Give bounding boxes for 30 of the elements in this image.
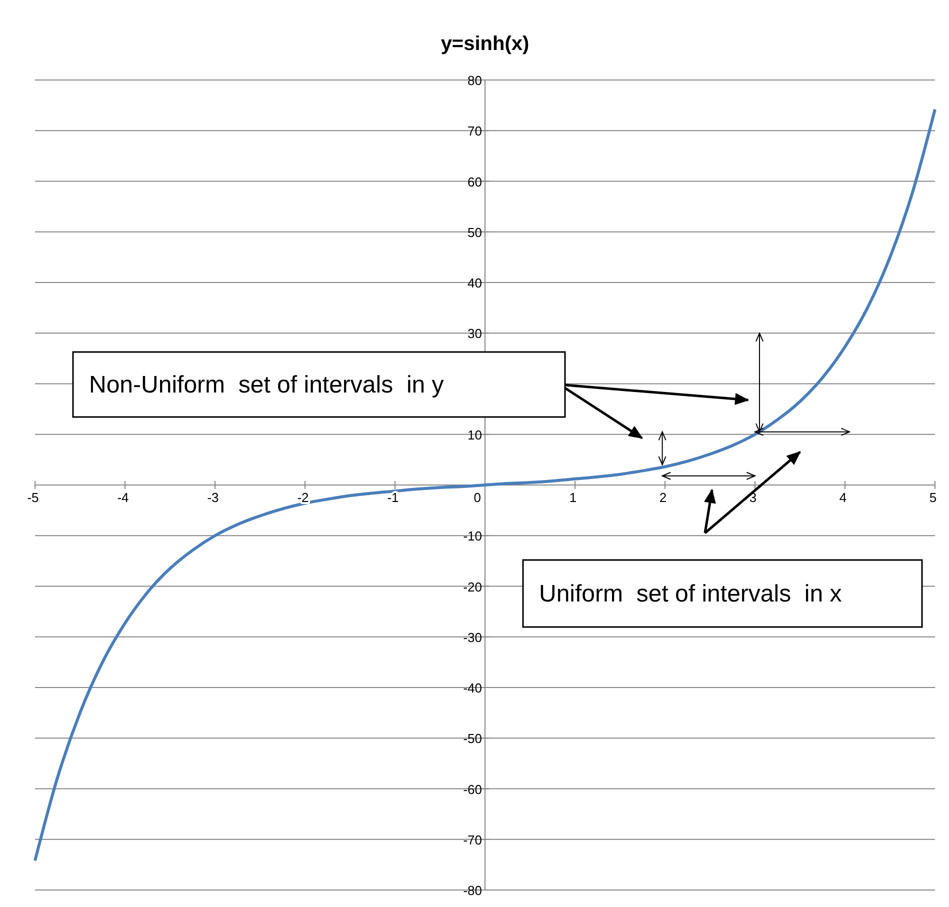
y-tick-label: 50 [468,224,482,240]
y-tick-label: -50 [463,731,482,746]
x-tick-label: -5 [27,490,39,505]
y-tick-label: -60 [463,782,482,797]
chart-title: y=sinh(x) [440,33,530,55]
y-tick-label: -20 [463,579,482,594]
x-tick-label: 1 [569,490,577,505]
y-tick-label: 40 [468,276,482,290]
annotation: Uniform set of intervals in x [539,580,842,608]
y-tick-label: 10 [468,427,482,442]
y-tick-label: 70 [468,124,482,139]
x-tick-label: -1 [387,490,399,505]
x-tick-label: 5 [929,490,937,505]
y-tick-label: 30 [468,326,482,342]
x-tick-label: -4 [117,490,129,505]
y-tick-label: -40 [463,680,482,696]
x-tick-label: 2 [659,490,667,505]
callout-box: Uniform set of intervals in x [522,559,923,628]
x-tick-label: -2 [297,490,309,505]
annotation: Non-Uniform set of intervals in y [89,372,444,398]
callout-box: Non-Uniform set of intervals in y [72,351,566,418]
y-tick-label: -30 [463,630,482,645]
y-tick-label: -10 [463,528,482,544]
y-tick-label: 80 [468,73,482,88]
y-tick-label: -80 [463,883,482,898]
x-tick-label: 0 [474,490,481,505]
x-tick-label: -3 [207,490,219,505]
y-tick-label: -70 [463,832,482,848]
y-tick-label: 60 [468,174,482,190]
x-tick-label: 4 [839,490,847,505]
